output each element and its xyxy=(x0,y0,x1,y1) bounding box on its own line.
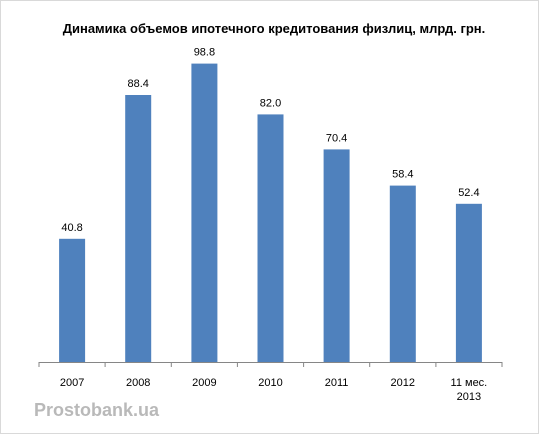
x-tick-label: 2010 xyxy=(258,377,282,389)
x-tick-label: 11 мес. 2013 xyxy=(451,377,488,403)
x-tick-label: 2011 xyxy=(325,377,349,389)
watermark-logo: Prostobank.ua xyxy=(34,400,160,420)
bar-2008 xyxy=(125,95,152,362)
bar-2007 xyxy=(59,238,86,362)
bar-2011 xyxy=(323,149,350,362)
value-label: 82.0 xyxy=(260,97,281,109)
value-labels-group: 40.8 88.4 98.8 82.0 70.4 58.4 52.4 xyxy=(61,47,479,234)
bar-2009 xyxy=(191,63,218,362)
value-label: 40.8 xyxy=(61,222,82,234)
value-label: 58.4 xyxy=(392,169,413,181)
value-label: 52.4 xyxy=(458,187,479,199)
x-tick-label: 2009 xyxy=(192,377,216,389)
x-tick-label: 2012 xyxy=(391,377,415,389)
bar-2010 xyxy=(257,114,284,363)
x-axis xyxy=(38,362,503,367)
value-label: 98.8 xyxy=(194,47,215,59)
value-label: 70.4 xyxy=(326,132,347,144)
x-tick-label: 2008 xyxy=(126,377,150,389)
bar-2012 xyxy=(389,185,416,362)
x-tick-label: 2007 xyxy=(60,377,84,389)
bars-group xyxy=(59,63,482,363)
bar-11-мес-2013 xyxy=(455,203,482,362)
x-tick-labels: 2007 2008 2009 2010 2011 2012 11 мес. 2013 xyxy=(60,377,487,403)
chart-title: Динамика объемов ипотечного кредитования… xyxy=(63,21,486,36)
value-label: 88.4 xyxy=(127,78,148,90)
